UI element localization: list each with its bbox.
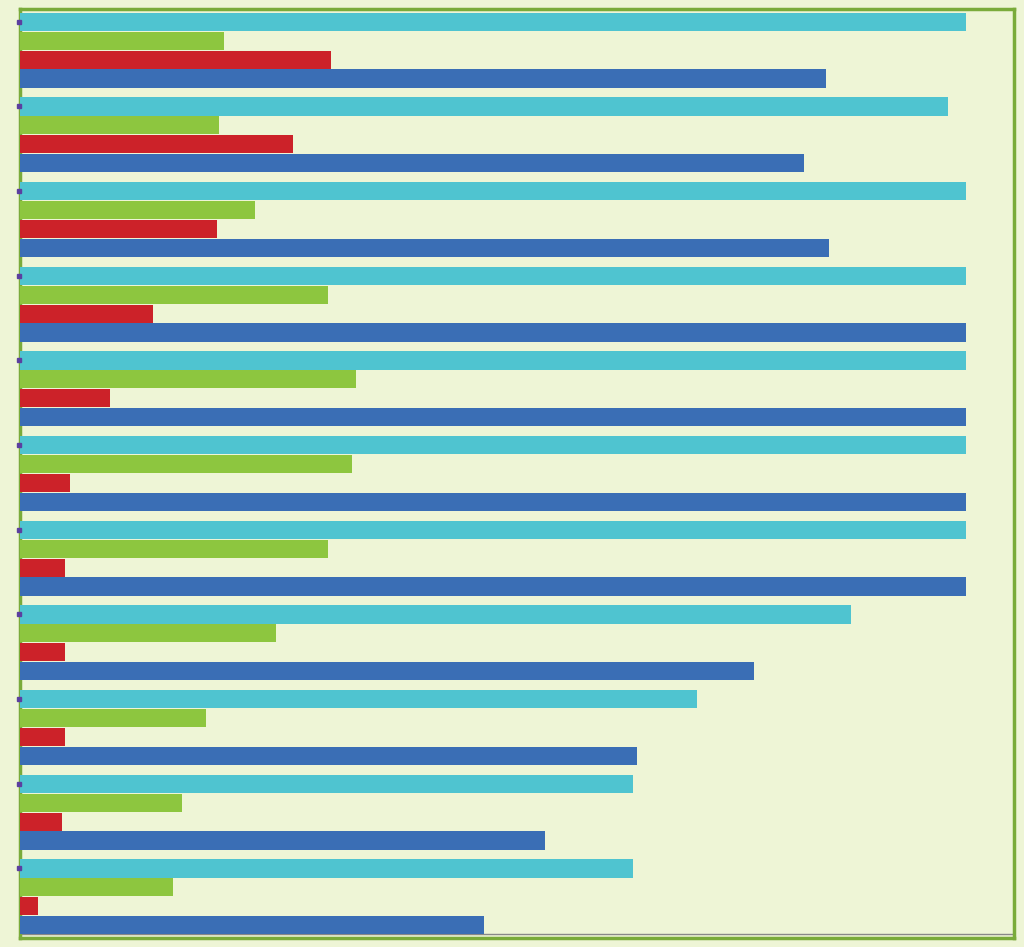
Bar xyxy=(20,690,697,708)
Bar xyxy=(20,559,65,577)
Bar xyxy=(20,69,826,87)
Bar xyxy=(20,521,967,539)
Bar xyxy=(20,897,39,916)
Bar xyxy=(20,324,967,342)
Bar xyxy=(20,662,754,680)
Bar xyxy=(20,389,111,407)
Bar xyxy=(20,286,328,304)
Bar xyxy=(20,239,829,257)
Bar xyxy=(20,220,217,238)
Bar xyxy=(20,831,545,849)
Bar xyxy=(20,728,65,746)
Bar xyxy=(20,709,206,727)
Bar xyxy=(20,116,219,134)
Bar xyxy=(20,455,351,474)
Bar xyxy=(20,135,293,153)
Bar xyxy=(20,305,153,323)
Bar xyxy=(20,916,484,935)
Bar xyxy=(20,351,967,369)
Bar xyxy=(20,98,947,116)
Bar xyxy=(20,813,62,831)
Bar xyxy=(20,154,804,172)
Bar xyxy=(20,492,967,510)
Bar xyxy=(20,31,224,50)
Bar xyxy=(20,370,356,388)
Bar xyxy=(20,794,182,812)
Bar xyxy=(20,578,967,596)
Bar xyxy=(20,12,967,31)
Bar xyxy=(20,408,967,426)
Bar xyxy=(20,747,637,765)
Bar xyxy=(20,201,255,219)
Bar xyxy=(20,860,633,878)
Bar xyxy=(20,437,967,455)
Bar xyxy=(20,50,331,68)
Bar xyxy=(20,643,65,661)
Bar xyxy=(20,879,173,897)
Bar xyxy=(20,540,328,558)
Bar xyxy=(20,605,851,623)
Bar xyxy=(20,474,70,492)
Bar xyxy=(20,775,633,793)
Bar xyxy=(20,624,275,642)
Bar xyxy=(20,182,967,200)
Bar xyxy=(20,267,967,285)
